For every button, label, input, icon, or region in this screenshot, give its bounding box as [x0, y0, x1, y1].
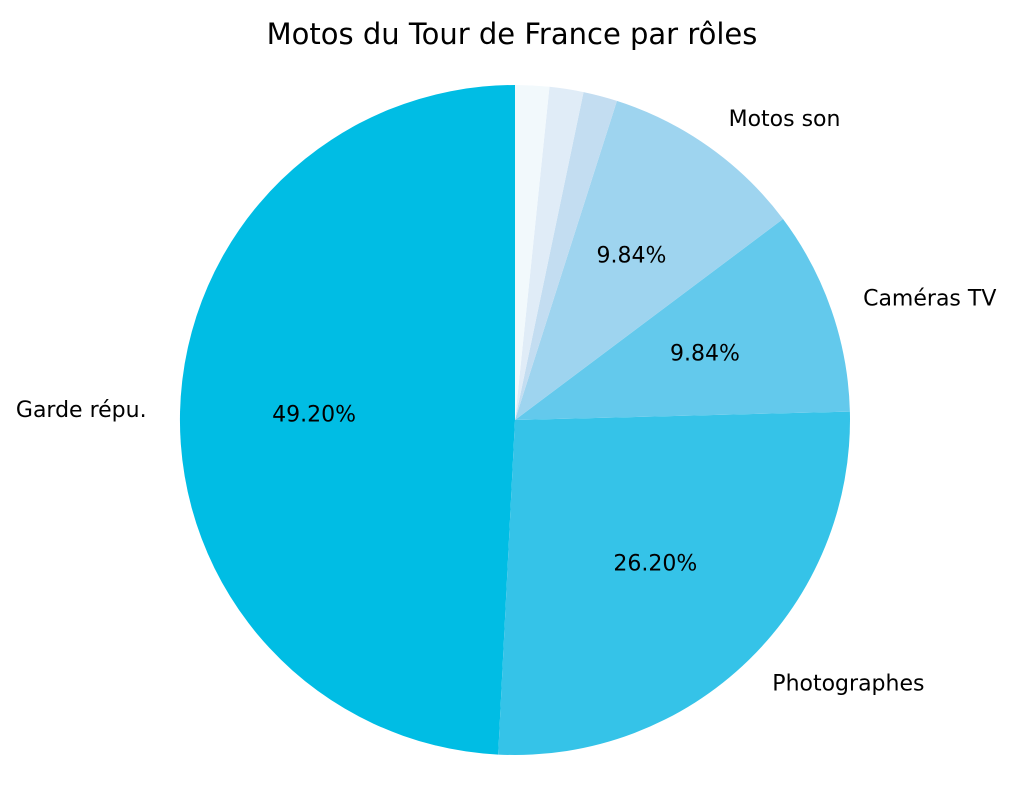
- chart-title: Motos du Tour de France par rôles: [266, 17, 758, 51]
- pie-slice-unlabeled-6: [515, 85, 550, 420]
- pie-slice-unlabeled-4: [515, 92, 617, 420]
- slice-label-cameras-tv: Caméras TV: [863, 287, 996, 312]
- pie-slice-garde-repu: [179, 84, 515, 755]
- pct-label-motos-son: 9.84%: [597, 244, 667, 269]
- pie-slice-unlabeled-5: [515, 86, 584, 420]
- pct-label-cameras-tv: 9.84%: [670, 342, 740, 367]
- pct-label-photographes: 26.20%: [613, 551, 697, 576]
- slice-label-motos-son: Motos son: [729, 107, 841, 132]
- slice-label-photographes: Photographes: [772, 671, 924, 696]
- pie-slice-motos-son: [515, 100, 784, 420]
- pct-label-garde-repu: 49.20%: [272, 402, 356, 427]
- slice-label-garde-repu: Garde répu.: [16, 398, 147, 423]
- pie-slice-cameras-tv: [515, 219, 850, 420]
- pie-slice-photographes: [498, 411, 850, 756]
